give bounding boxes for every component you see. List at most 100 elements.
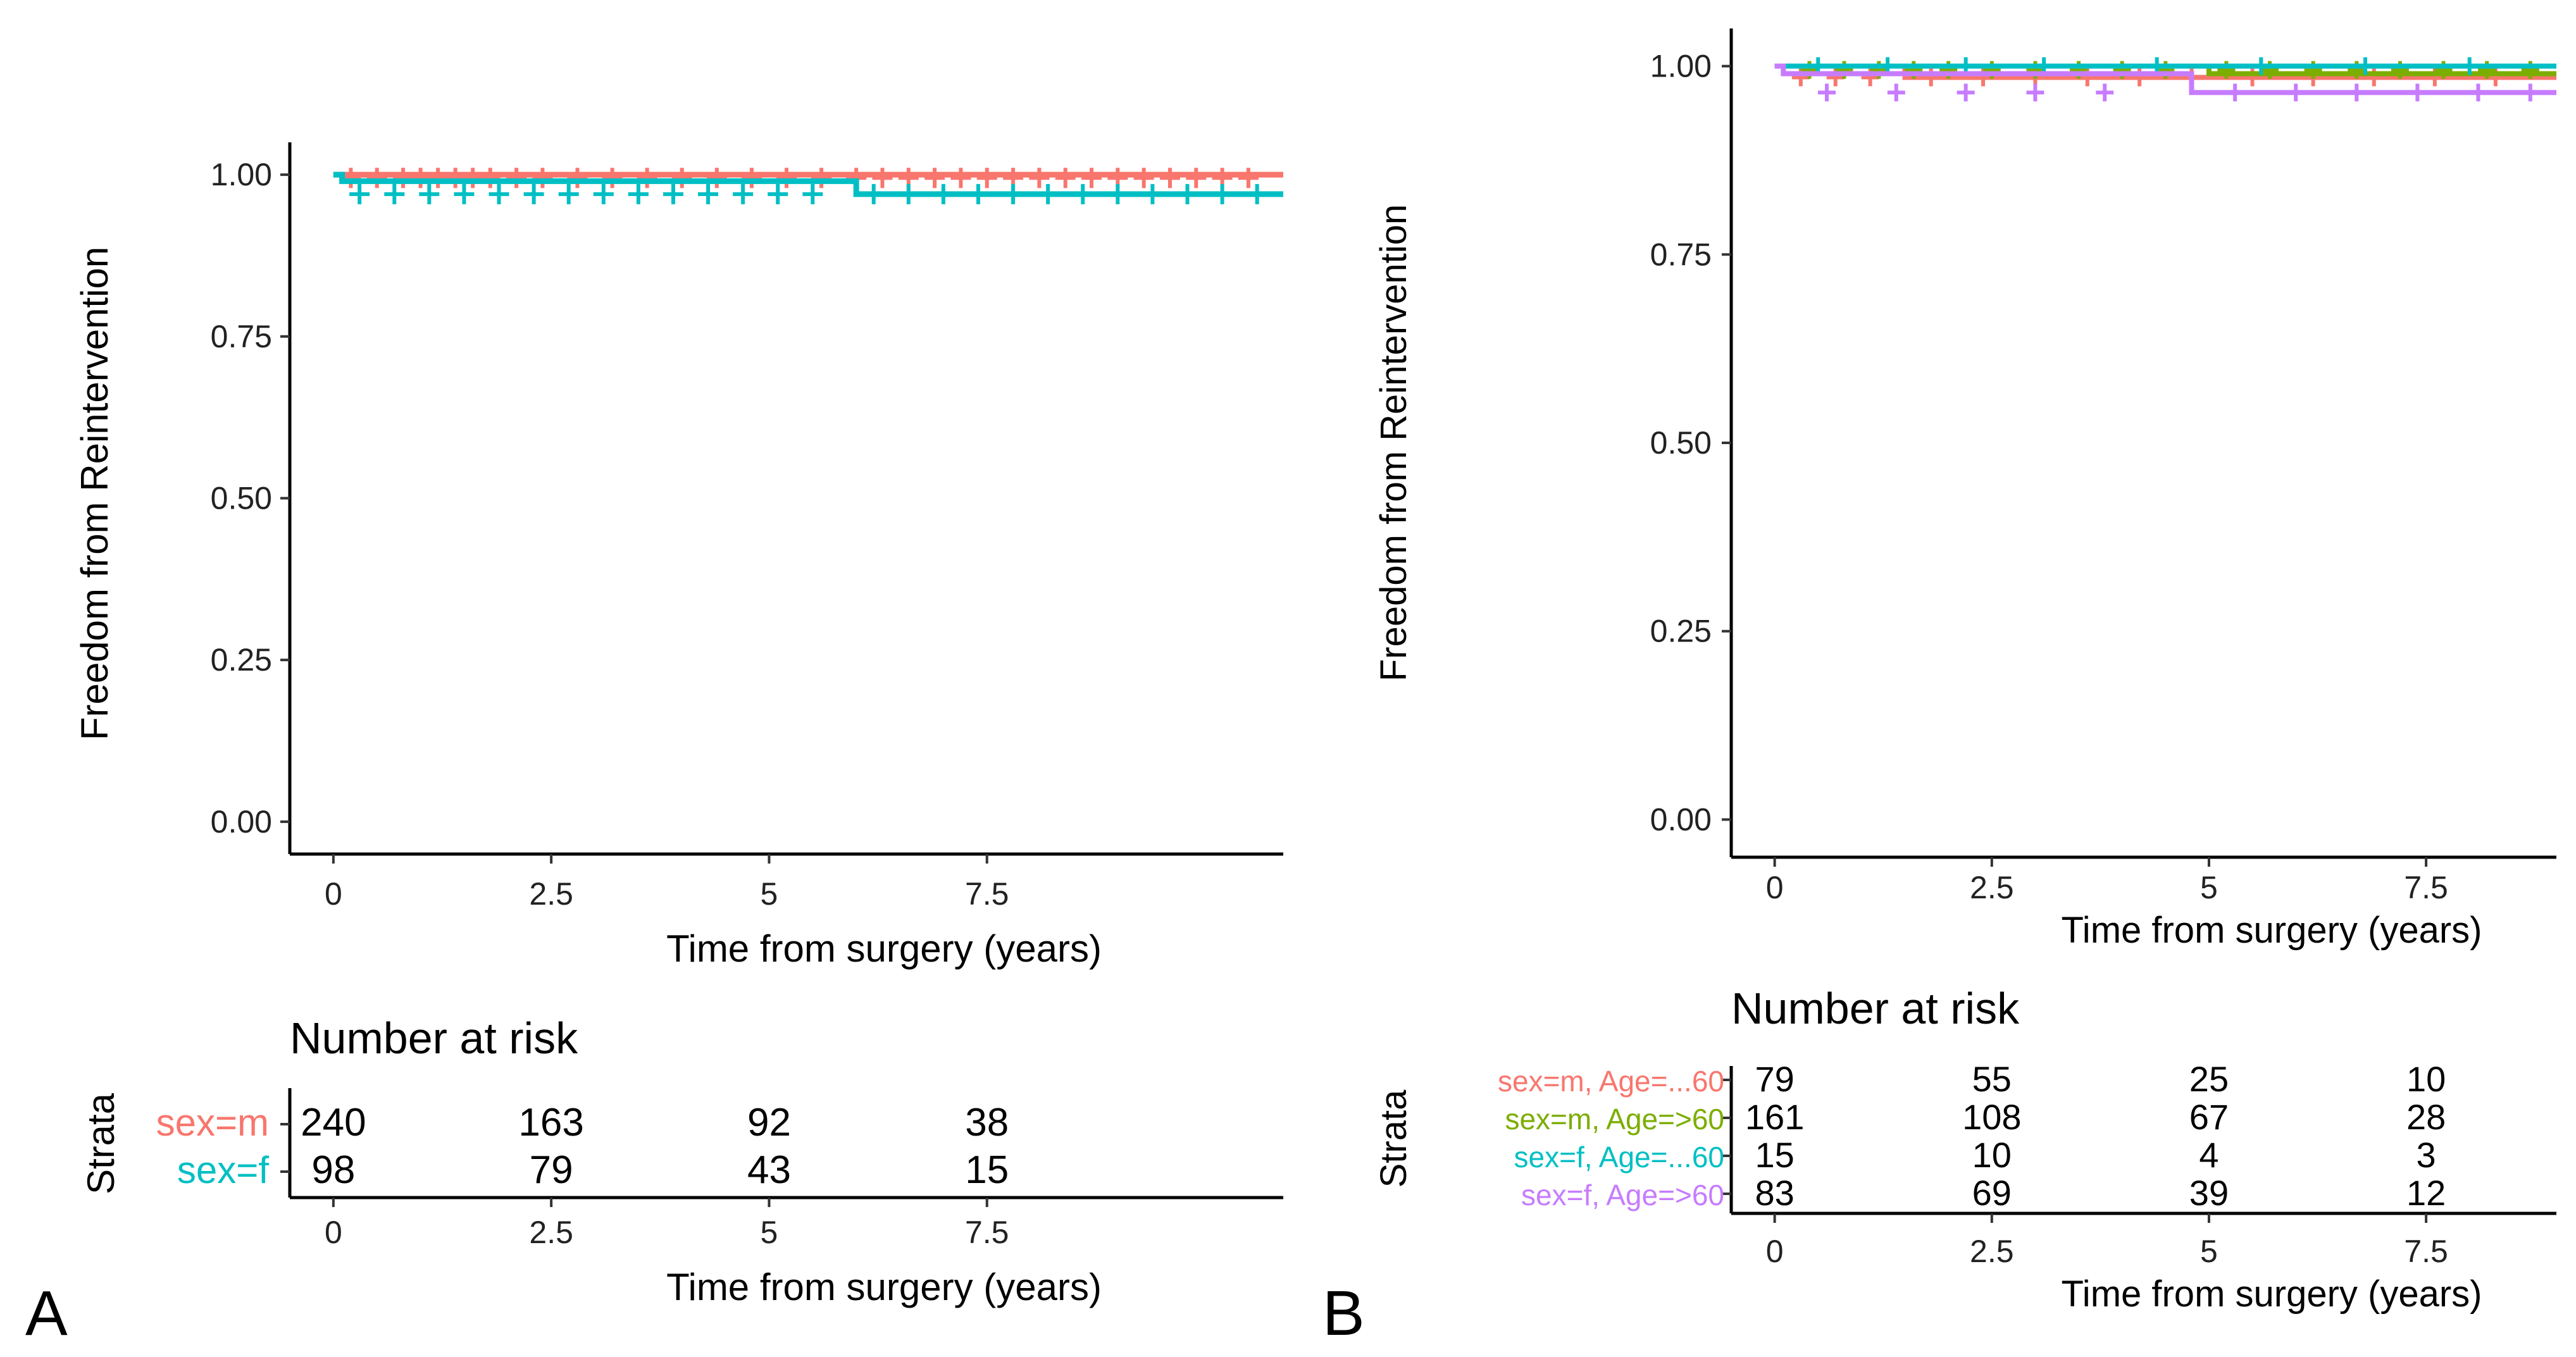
panel-a-series-2-censor-mark <box>1038 183 1059 204</box>
panel-a-strata-label-2: sex=f <box>177 1149 269 1191</box>
panel-b-series-4-censor-mark <box>2348 84 2366 102</box>
panel-a-series-1-censor-mark <box>811 168 832 189</box>
panel-b-risk-table: Number at risk Strata sex=m, Age=...60 79… <box>1373 984 2556 1315</box>
panel-b-series-4-censor-mark <box>1887 84 1905 102</box>
panel-a-curve-group <box>333 168 1283 204</box>
panel-a-ytick-label: 0.00 <box>211 804 272 840</box>
panel-a-ylabel: Freedom from Reintervention <box>73 247 116 740</box>
panel-b-risk-value: 39 <box>2189 1173 2229 1213</box>
panel-a-risk-value: 240 <box>301 1101 366 1144</box>
panel-a-series-2-censor-mark <box>968 183 988 204</box>
panel-a-series-1-censor-mark <box>872 168 893 189</box>
panel-b-ytick-label: 0.00 <box>1650 802 1712 837</box>
panel-a-series-2-censor-mark <box>898 183 919 204</box>
panel-b-ytick-label: 0.75 <box>1650 237 1712 272</box>
panel-a-risk-title: Number at risk <box>290 1013 578 1063</box>
panel-a-series-2-censor-mark <box>1247 183 1267 204</box>
panel-b-xlabel: Time from surgery (years) <box>2062 910 2482 951</box>
panel-a-series-2-censor-mark <box>663 183 683 204</box>
panel-b-risk-value: 4 <box>2199 1135 2218 1175</box>
panel-a-ytick-label: 0.50 <box>211 481 272 516</box>
panel-b-risk-value: 10 <box>2406 1059 2446 1099</box>
panel-b-series-4-censor-mark <box>2096 84 2114 102</box>
panel-b-series-4-censor-mark <box>2026 84 2044 102</box>
panel-a-risk-body: sex=m 240 163 92 38 sex=f 98 79 43 15 0 2.5 5 7.5 <box>156 1088 1283 1250</box>
panel-a-series-2-censor-mark <box>454 183 475 204</box>
panel-a-series-1-censor-mark <box>741 168 762 189</box>
panel-a-risk-value: 79 <box>530 1148 573 1192</box>
panel-b-series-4-censor-mark <box>2469 84 2487 102</box>
panel-b-xtick-label: 7.5 <box>2404 870 2448 905</box>
panel-a-ytick-label: 0.25 <box>211 642 272 678</box>
panel-a-series-1-censor-mark <box>602 168 623 189</box>
panel-b-risk-body: sex=m, Age=...60 79 55 25 10 sex=m, Age=>60 16… <box>1498 1059 2556 1269</box>
panel-a-series-2-censor-mark <box>419 183 440 204</box>
panel-a-series-2-censor-mark <box>698 183 719 204</box>
panel-a-risk-xtick-label: 5 <box>761 1215 778 1250</box>
panel-a-risk-value: 92 <box>747 1101 791 1144</box>
panel-b-curve-group <box>1774 57 2556 102</box>
panel-a-series-1-censor-mark <box>671 168 692 189</box>
panel-a-series-1-censor-mark <box>506 168 527 189</box>
panel-a-series-1-censor-mark <box>480 168 501 189</box>
panel-a-ytick-label: 0.75 <box>211 319 272 354</box>
panel-a-series-2-censor-mark <box>1142 183 1163 204</box>
panel-b-risk-xtick-label: 2.5 <box>1970 1234 2014 1269</box>
panel-b-series-4-censor-mark <box>2226 84 2244 102</box>
panel-a-series-2-censor-mark <box>768 183 788 204</box>
panel-b-risk-value: 25 <box>2189 1059 2229 1099</box>
panel-a-series-2-censor-mark <box>863 183 884 204</box>
panel-b-xtick-label: 5 <box>2200 870 2218 905</box>
panel-a-series-2-censor-mark <box>384 183 405 204</box>
panel-b-series-4-censor-mark <box>1957 84 1975 102</box>
panel-a-series-1-censor-mark <box>706 168 727 189</box>
panel-a-series-1-censor-mark <box>366 168 387 189</box>
panel-b-xtick-label: 0 <box>1766 870 1784 905</box>
panel-a-series-1-censor-mark <box>924 168 945 189</box>
panel-b-risk-value: 10 <box>1972 1135 2012 1175</box>
panel-a-risk-value: 38 <box>965 1101 1009 1144</box>
panel-a-series-2-line <box>333 171 1283 197</box>
panel-b-strata-label: Strata <box>1373 1089 1414 1187</box>
panel-b-risk-value: 79 <box>1755 1059 1794 1099</box>
panel-b-risk-xtick-label: 5 <box>2200 1234 2218 1269</box>
panel-b-risk-xtick-label: 0 <box>1766 1234 1784 1269</box>
panel-b-survival-plot: 0.00 0.25 0.50 0.75 1.00 0 2.5 5 7.5 <box>1650 28 2556 905</box>
panel-a-series-1-censor-mark <box>567 168 588 189</box>
panel-b-strata-label-3: sex=f, Age=...60 <box>1514 1141 1724 1174</box>
panel-a-risk-xtick-label: 0 <box>325 1215 342 1250</box>
panel-a-xtick-label: 7.5 <box>965 876 1009 912</box>
panel-a-xtick-label: 2.5 <box>529 876 573 912</box>
panel-b-risk-value: 69 <box>1972 1173 2012 1213</box>
panel-a-series-2-censor-mark <box>1073 183 1093 204</box>
panel-a-series-1-censor-mark <box>445 168 466 189</box>
panel-a-series-2-censor-mark <box>933 183 954 204</box>
panel-a-series-1-censor-mark <box>410 168 431 189</box>
panel-b-ytick-label: 0.50 <box>1650 425 1712 461</box>
panel-a-risk-value: 98 <box>311 1148 355 1192</box>
panel-b-risk-title: Number at risk <box>1731 984 2020 1033</box>
panel-a-series-2-censor-mark <box>628 183 649 204</box>
panel-a-curves <box>333 168 1283 204</box>
panel-a-xtick-label: 0 <box>325 876 342 912</box>
panel-b-risk-value: 3 <box>2417 1135 2436 1175</box>
panel-a-risk-xlabel: Time from surgery (years) <box>666 1266 1102 1308</box>
panel-a-series-2-censor-mark <box>558 183 579 204</box>
panel-a-series-1-censor-mark <box>950 168 971 189</box>
panel-b-series-3-censor-mark <box>2356 57 2375 75</box>
panel-b-ytick-label: 0.25 <box>1650 614 1712 649</box>
panel-b-axes: 0.00 0.25 0.50 0.75 1.00 0 2.5 5 7.5 <box>1650 28 2556 905</box>
panel-a-strata-label: Strata <box>80 1093 122 1194</box>
panel-b-series-3-censor-mark <box>2252 57 2270 75</box>
panel-b-series-4-censor-mark <box>2287 84 2305 102</box>
panel-a-axes: 0.00 0.25 0.50 0.75 1.00 0 2.5 5 7.5 <box>211 142 1283 912</box>
panel-a-series-1-censor-mark <box>1055 168 1076 189</box>
panel-a-series-2-censor-mark <box>488 183 509 204</box>
panel-a-xlabel: Time from surgery (years) <box>666 927 1102 970</box>
panel-a-risk-value: 43 <box>747 1148 791 1192</box>
panel-b-risk-value: 15 <box>1755 1135 1794 1175</box>
panel-b-risk-value: 28 <box>2406 1097 2446 1137</box>
panel-b-risk-value: 67 <box>2189 1097 2229 1137</box>
panel-a: 0.00 0.25 0.50 0.75 1.00 0 2.5 5 7.5 Freedom fro… <box>25 142 1283 1349</box>
panel-a-series-2-censor-mark <box>733 183 754 204</box>
